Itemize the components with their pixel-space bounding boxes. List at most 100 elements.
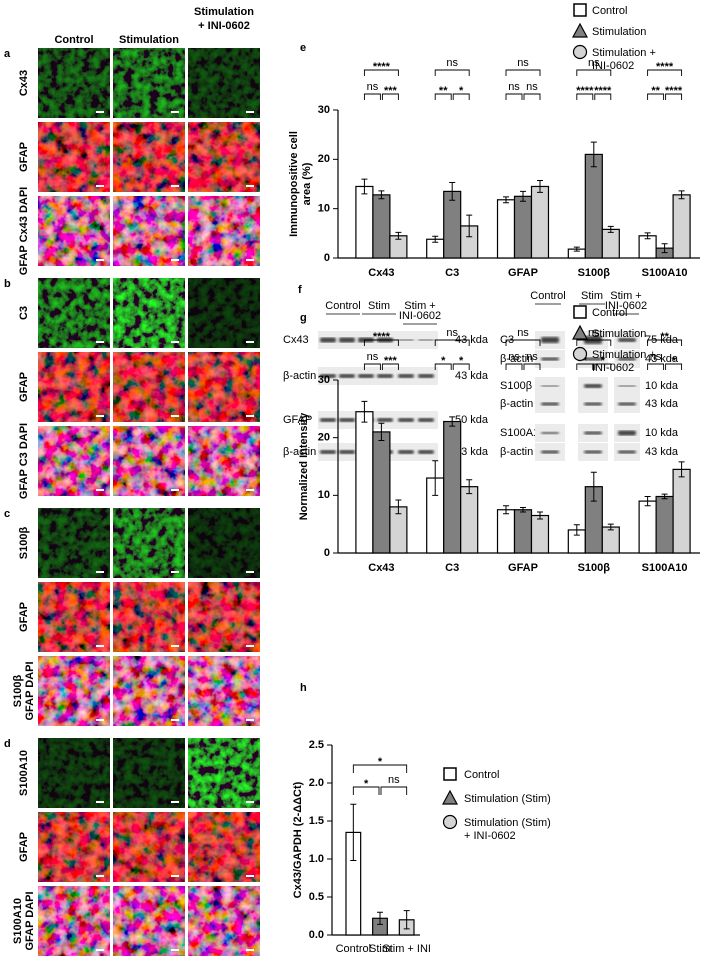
x-tick-label: Cx43 xyxy=(368,267,394,279)
sig-label: * xyxy=(459,355,464,367)
sig-label: * xyxy=(671,355,676,367)
blot-band xyxy=(320,418,336,422)
blot-row-label: β-actin xyxy=(283,446,316,458)
sig-bracket xyxy=(434,69,470,76)
sig-bracket xyxy=(505,339,541,346)
micrograph xyxy=(38,426,110,496)
blot-band xyxy=(358,374,374,378)
blot-row-label: β-actin xyxy=(283,370,316,382)
panel-letter: e xyxy=(300,42,306,54)
blot-band xyxy=(618,402,636,406)
legend-marker xyxy=(573,305,587,319)
error-bar xyxy=(520,190,526,202)
blot-row-label: β-actin xyxy=(500,398,533,410)
row-label-text: GFAP C3 DAPI xyxy=(18,423,30,499)
blot-row-label: S100β xyxy=(500,380,532,392)
row-label: GFAP xyxy=(18,832,30,862)
sig-label: **** xyxy=(656,61,674,73)
x-tick-label: C3 xyxy=(445,267,459,279)
legend-label: Stimulation xyxy=(592,328,646,340)
legend-marker xyxy=(572,346,588,362)
y-tick-label: 1.0 xyxy=(309,853,324,865)
micrograph xyxy=(188,738,260,808)
micrograph xyxy=(38,508,110,578)
y-tick-label: 1.5 xyxy=(309,815,324,827)
sig-label: *** xyxy=(384,85,398,97)
micrograph xyxy=(113,122,185,192)
blot-band xyxy=(584,431,602,435)
blot-row-label: GFAP xyxy=(283,414,312,426)
y-axis-label: Cx43/GAPDH (2-ΔΔCt) xyxy=(292,781,304,898)
sig-bracket xyxy=(505,363,523,370)
error-bar xyxy=(520,506,526,513)
blot-group-label: Control xyxy=(325,300,360,312)
legend-label: Stimulation (Stim) xyxy=(464,793,551,805)
blot-band xyxy=(398,450,414,454)
row-label: GFAP C3 DAPI xyxy=(18,423,30,499)
sig-label: *** xyxy=(384,355,398,367)
bar xyxy=(443,420,462,554)
sig-label: * xyxy=(378,756,383,768)
row-label: GFAP xyxy=(18,602,30,632)
row-label: S100βGFAP DAPI xyxy=(12,661,36,720)
sig-label: ns xyxy=(508,351,520,363)
error-bar xyxy=(361,400,368,423)
y-tick-label: 20 xyxy=(318,432,330,444)
blot-band xyxy=(584,357,602,361)
panel-letter: c xyxy=(4,508,10,520)
row-label: GFAP xyxy=(18,372,30,402)
y-tick-label: 0 xyxy=(324,547,330,559)
sig-label: ns xyxy=(446,57,458,69)
micrograph xyxy=(38,656,110,726)
blot-row-label: S100A10 xyxy=(500,427,545,439)
error-bar xyxy=(573,246,580,252)
error-bar xyxy=(378,422,385,442)
legend-label: Control xyxy=(592,307,627,319)
bar xyxy=(530,514,550,554)
micrograph xyxy=(113,582,185,652)
sig-bracket xyxy=(352,786,380,795)
blot-band xyxy=(377,418,393,422)
panel-letter: a xyxy=(4,48,11,60)
sig-bracket xyxy=(452,93,470,100)
error-bar xyxy=(644,495,651,507)
blot-size: 10 kda xyxy=(645,427,679,439)
y-tick-label: 0 xyxy=(324,252,330,264)
sig-label: **** xyxy=(594,85,612,97)
bar xyxy=(601,526,620,554)
x-tick-label: Control xyxy=(336,943,371,955)
bar xyxy=(372,194,391,259)
panel-letter: g xyxy=(300,312,307,324)
blot-group-label: Control xyxy=(530,290,565,302)
blot-band xyxy=(339,418,355,422)
micrograph xyxy=(113,278,185,348)
bar xyxy=(638,500,657,554)
y-axis-label-group: Immunopositive cellarea (%) xyxy=(288,131,313,237)
blot-band xyxy=(618,385,636,387)
sig-bracket xyxy=(434,339,470,346)
blot-band xyxy=(618,338,636,342)
error-bar xyxy=(395,231,402,240)
sig-bracket xyxy=(523,363,541,370)
error-bar xyxy=(590,141,597,168)
error-bar xyxy=(432,235,439,243)
sig-label: ns xyxy=(526,351,538,363)
sig-label: **** xyxy=(665,85,683,97)
row-label-text: S100A10 xyxy=(18,750,30,796)
x-tick-label: C3 xyxy=(445,562,459,574)
blot-band xyxy=(398,374,414,378)
row-label-text: GFAP xyxy=(18,372,30,402)
bar xyxy=(513,509,533,554)
error-bar xyxy=(503,505,510,515)
blot-size: 43 kda xyxy=(455,370,489,382)
error-bar xyxy=(503,196,510,204)
x-tick-label: Stim xyxy=(369,943,391,955)
x-tick-label: S100β xyxy=(578,267,611,279)
blot-band xyxy=(377,374,393,378)
micrograph xyxy=(113,886,185,956)
panel-letter: b xyxy=(4,278,11,290)
error-bar xyxy=(573,524,580,536)
blot-band xyxy=(541,432,559,434)
sig-bracket xyxy=(363,93,381,100)
micrograph xyxy=(38,738,110,808)
